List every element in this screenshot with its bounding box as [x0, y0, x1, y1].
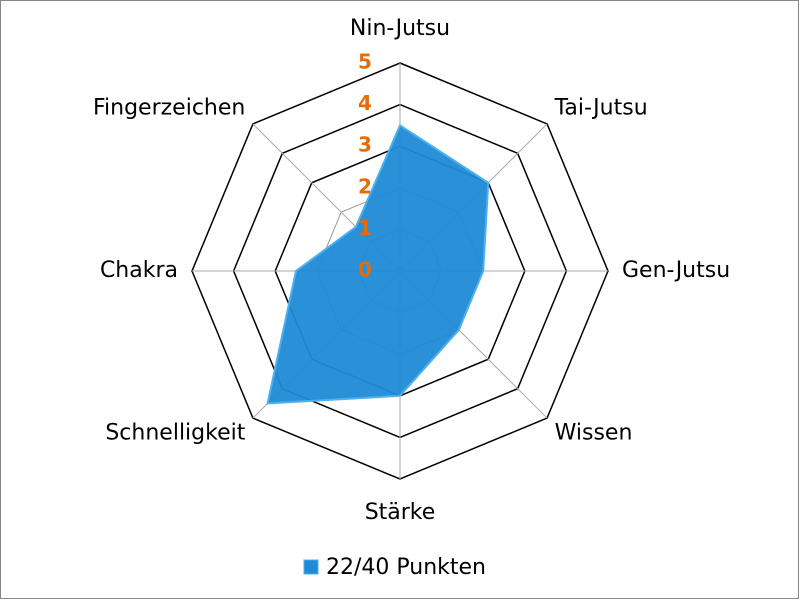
category-label: Wissen [555, 421, 633, 446]
category-label: Chakra [100, 258, 178, 283]
category-label: Nin-Jutsu [350, 16, 450, 41]
category-label: Tai-Jutsu [554, 95, 648, 120]
r-tick-label: 0 [358, 258, 372, 282]
category-label: Schnelligkeit [105, 421, 245, 446]
r-tick-label: 4 [358, 91, 372, 115]
category-label: Gen-Jutsu [622, 258, 730, 283]
r-tick-label: 3 [358, 133, 372, 157]
category-label: Stärke [365, 500, 436, 525]
r-tick-label: 5 [358, 50, 372, 74]
legend-label: 22/40 Punkten [326, 555, 486, 580]
legend-swatch [303, 559, 319, 575]
radar-area [266, 123, 490, 405]
r-tick-label: 1 [358, 216, 372, 240]
category-label: Fingerzeichen [93, 95, 245, 120]
r-tick-label: 2 [358, 174, 372, 198]
